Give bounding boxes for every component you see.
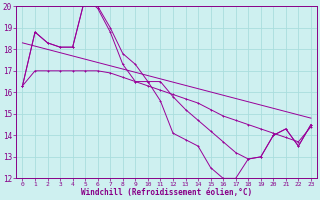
X-axis label: Windchill (Refroidissement éolien,°C): Windchill (Refroidissement éolien,°C)	[81, 188, 252, 197]
